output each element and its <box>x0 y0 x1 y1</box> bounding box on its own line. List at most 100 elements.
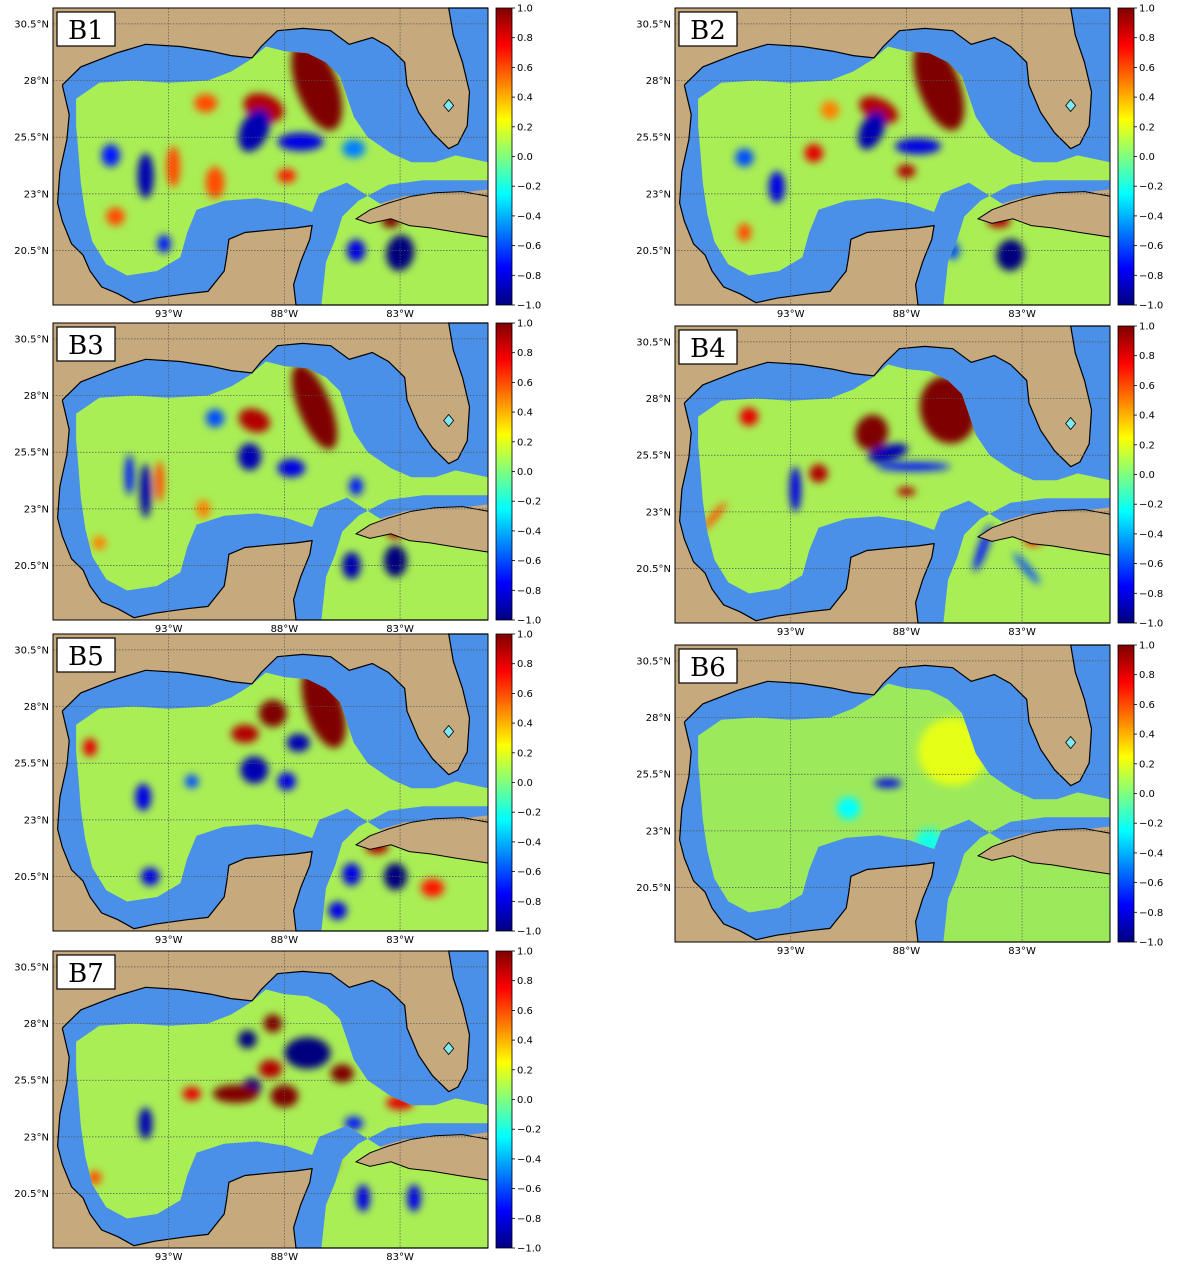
colorbar-tick-label: −0.4 <box>517 837 541 848</box>
colorbar-tick-label: 0.0 <box>1139 470 1155 481</box>
map-frame <box>674 325 1111 624</box>
panel-b7: 30.5°N 28°N 25.5°N 23°N 20.5°N 93°W 88°W 83°W B7… <box>14 947 598 1268</box>
colorbar-tick-label: 0.0 <box>517 467 533 478</box>
anomaly-blob <box>342 863 361 886</box>
colorbar-tick-label: 0.4 <box>1139 93 1155 104</box>
lake-icon <box>1065 98 1077 113</box>
anomaly-blob <box>135 783 152 811</box>
anomaly-blob <box>166 146 181 188</box>
lat-tick-label: 25.5°N <box>14 133 49 144</box>
colorbar <box>1117 325 1135 624</box>
colorbar-tick-label: −0.2 <box>1139 819 1163 830</box>
anomaly-blob <box>836 796 861 820</box>
panel-id-label: B5 <box>68 642 104 672</box>
colorbar-tick-label: 0.8 <box>517 659 533 670</box>
anomaly-blob <box>768 171 785 204</box>
colorbar-tick-label: −0.4 <box>517 1154 541 1165</box>
coastline-north <box>683 7 1110 150</box>
lat-tick-label: 25.5°N <box>14 448 49 459</box>
panel-id-label: B7 <box>68 959 104 989</box>
coastline-north <box>61 633 488 776</box>
anomaly-blob <box>291 364 338 450</box>
colorbar-tick-label: 1.0 <box>517 319 533 330</box>
lon-tick-label: 83°W <box>386 1252 414 1263</box>
map-frame <box>52 322 489 621</box>
lat-tick-label: 30.5°N <box>636 337 671 348</box>
colorbar-tick-label: −0.6 <box>517 241 541 252</box>
anomaly-blob <box>739 407 759 426</box>
lat-tick-label: 23°N <box>24 189 49 200</box>
lon-tick-label: 93°W <box>155 624 183 635</box>
colorbar-tick-label: 0.0 <box>517 1095 533 1106</box>
colorbar-tick-label: −0.6 <box>1139 559 1163 570</box>
colorbar-tick-label: 0.2 <box>517 748 533 759</box>
panel-id-label: B6 <box>690 653 726 683</box>
anomaly-blob <box>996 239 1025 271</box>
colorbar-tick-label: −0.6 <box>517 1184 541 1195</box>
colorbar-tick-label: −0.2 <box>517 808 541 819</box>
lat-tick-label: 25.5°N <box>636 133 671 144</box>
coastline-north <box>61 7 488 150</box>
colorbar-tick-label: 0.6 <box>517 689 533 700</box>
colorbar-tick-label: −1.0 <box>1139 301 1163 312</box>
lat-tick-label: 23°N <box>646 189 671 200</box>
lat-tick-label: 23°N <box>646 507 671 518</box>
lat-tick-label: 28°N <box>24 391 49 402</box>
anomaly-blob <box>240 756 269 784</box>
lat-tick-label: 28°N <box>646 713 671 724</box>
anomaly-blob <box>874 778 902 788</box>
map-b7: 30.5°N 28°N 25.5°N 23°N 20.5°N 93°W 88°W 83°W B7… <box>14 947 541 1264</box>
lat-tick-label: 25.5°N <box>14 759 49 770</box>
anomaly-blob <box>330 1064 354 1083</box>
colorbar-tick-label: 0.4 <box>517 719 533 730</box>
lake-icon <box>443 1041 455 1056</box>
lon-tick-label: 93°W <box>155 1252 183 1263</box>
lat-tick-label: 30.5°N <box>636 19 671 30</box>
panel-id-box <box>678 329 738 365</box>
colorbar <box>1117 7 1135 306</box>
lat-tick-label: 30.5°N <box>14 962 49 973</box>
anomaly-blob <box>894 138 942 155</box>
anomaly-blob <box>383 545 407 577</box>
colorbar-tick-label: 0.4 <box>1139 730 1155 741</box>
colorbar-tick-label: −0.6 <box>1139 241 1163 252</box>
colorbar-tick-label: 0.4 <box>517 408 533 419</box>
lat-tick-label: 25.5°N <box>636 770 671 781</box>
anomaly-blob <box>789 466 802 512</box>
colorbar-tick-label: 0.8 <box>1139 670 1155 681</box>
lon-tick-label: 93°W <box>777 309 805 320</box>
anomaly-blob <box>238 443 262 471</box>
colorbar <box>495 633 513 932</box>
colorbar-tick-label: −0.8 <box>1139 271 1163 282</box>
anomaly-blob <box>328 901 347 920</box>
lat-tick-label: 28°N <box>24 76 49 87</box>
colorbar-tick-label: −0.8 <box>517 1214 541 1225</box>
colorbar-tick-label: 1.0 <box>517 630 533 641</box>
colorbar-tick-label: 0.6 <box>1139 700 1155 711</box>
panel-b1: 30.5°N 28°N 25.5°N 23°N 20.5°N 93°W 88°W 83°W B1… <box>14 4 598 325</box>
colorbar-tick-label: 0.2 <box>517 122 533 133</box>
lon-tick-label: 88°W <box>271 624 299 635</box>
lat-tick-label: 28°N <box>646 76 671 87</box>
panel-id-box <box>678 11 738 47</box>
anomaly-blob <box>184 774 199 789</box>
panel-id-box <box>678 648 738 684</box>
panel-id-box <box>56 11 116 47</box>
lon-tick-label: 93°W <box>777 627 805 638</box>
coastline-south <box>678 84 1110 306</box>
map-frame <box>674 7 1111 306</box>
map-b6: 30.5°N 28°N 25.5°N 23°N 20.5°N 93°W 88°W 83°W B6… <box>636 641 1163 958</box>
anomaly-blob <box>291 46 343 131</box>
anomaly-blob <box>420 878 445 897</box>
anomaly-blob <box>137 153 154 199</box>
lon-tick-label: 88°W <box>271 935 299 946</box>
colorbar-tick-label: −0.2 <box>517 497 541 508</box>
deep-water <box>698 683 1110 942</box>
colorbar-tick-label: 0.8 <box>1139 351 1155 362</box>
coastline-north <box>61 950 488 1093</box>
coastline-south <box>56 710 488 932</box>
anomaly-blob <box>157 234 171 253</box>
coastline-south <box>678 721 1110 943</box>
colorbar <box>1117 644 1135 943</box>
coastline-south <box>56 84 488 306</box>
